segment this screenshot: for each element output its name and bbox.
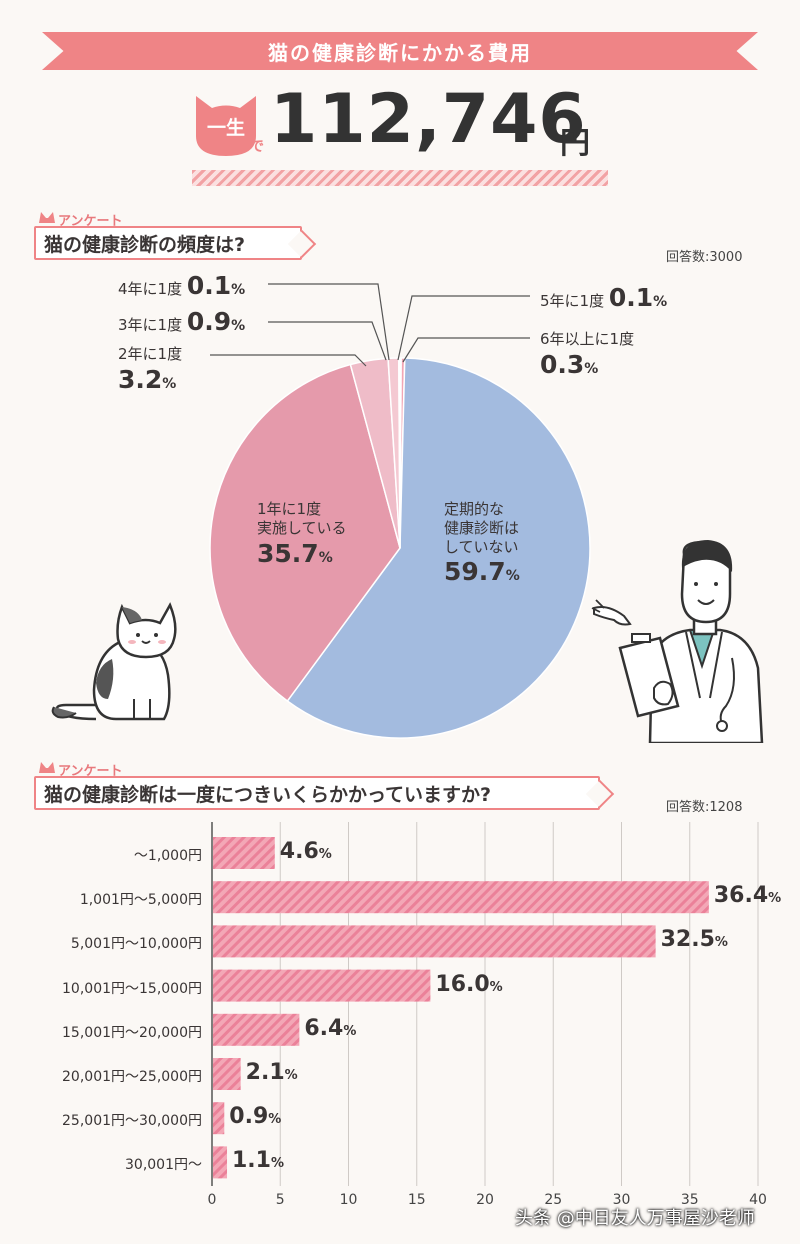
pie-leader-line-1 <box>268 321 387 361</box>
watermark: 头条 @中日友人万事屋沙老师 <box>515 1208 755 1229</box>
pie-slice-4 <box>398 357 401 549</box>
x-tick-label: 20 <box>476 1192 494 1208</box>
survey2-question: 猫の健康診断は一度につきいくらかかっていますか? <box>34 776 600 810</box>
x-tick-label: 35 <box>680 1192 699 1208</box>
x-tick-label: 5 <box>275 1192 285 1208</box>
pie-leader-line-4 <box>402 337 530 363</box>
badge-suffix: で <box>250 139 264 155</box>
pie-slice-5 <box>399 357 402 549</box>
cat-ears-icon <box>39 212 55 223</box>
pie-label-yearly: 1年に1度 実施している 35.7% <box>257 500 347 568</box>
pie-slice-3 <box>387 357 401 549</box>
bar-value-label: 36.4% <box>713 883 782 909</box>
x-tick-label: 30 <box>612 1192 631 1208</box>
pie-label-3yr: 3年に1度 0.9% <box>118 307 246 336</box>
bar <box>213 1102 225 1135</box>
bar <box>213 969 431 1002</box>
pie-label-5yr: 5年に1度 0.1% <box>540 283 668 312</box>
survey1-respondents: 回答数:3000 <box>666 250 743 265</box>
survey1-question: 猫の健康診断の頻度は? <box>34 226 302 260</box>
bar-category-label: 10,001円〜15,000円 <box>62 980 202 997</box>
bar <box>213 1146 228 1179</box>
doctor-illustration <box>591 540 764 743</box>
bar <box>213 837 275 869</box>
bar-value-label: 0.9% <box>229 1104 282 1130</box>
bar-value-label: 4.6% <box>279 839 332 864</box>
pie-label-6yr: 6年以上に1度 0.3% <box>540 330 635 379</box>
bar-value-label: 32.5% <box>660 927 728 953</box>
bar-category-label: 30,001円〜 <box>125 1157 202 1174</box>
bar <box>213 1058 241 1090</box>
pie-slice-6 <box>399 357 406 549</box>
pie-label-4yr: 4年に1度 0.1% <box>118 271 246 300</box>
bar-category-label: 15,001円〜20,000円 <box>62 1024 202 1041</box>
survey2-respondents: 回答数:1208 <box>666 800 743 815</box>
bar <box>213 1013 300 1046</box>
cat-ears-icon <box>39 762 55 773</box>
total-cost-value: 112,746 <box>270 80 587 159</box>
pie-label-no-checkup: 定期的な 健康診断は していない 59.7% <box>444 500 520 587</box>
x-tick-label: 40 <box>749 1192 767 1208</box>
pie-label-2yr: 2年に1度 3.2% <box>118 345 183 394</box>
cat-head-badge-icon <box>196 96 256 156</box>
bar <box>213 881 709 914</box>
pie-slice-2 <box>349 357 401 549</box>
x-tick-label: 0 <box>207 1192 217 1208</box>
x-tick-label: 15 <box>407 1192 426 1208</box>
pie-leader-line-2 <box>210 354 367 367</box>
bar-category-label: 1,001円〜5,000円 <box>79 892 202 909</box>
title-banner: 猫の健康診断にかかる費用 <box>42 32 758 70</box>
cat-illustration <box>51 602 177 721</box>
x-tick-label: 10 <box>339 1192 358 1208</box>
bar-value-label: 16.0% <box>435 971 503 997</box>
pie-leader-line-0 <box>268 283 390 361</box>
x-tick-label: 25 <box>544 1192 563 1208</box>
bar-value-label: 6.4% <box>304 1015 357 1041</box>
lifetime-badge-label: 一生 <box>206 117 245 139</box>
total-cost-unit: 円 <box>560 126 590 161</box>
page-title: 猫の健康診断にかかる費用 <box>268 40 532 65</box>
bar-category-label: 20,001円〜25,000円 <box>62 1069 202 1085</box>
bar-category-label: 5,001円〜10,000円 <box>70 936 202 953</box>
bar-value-label: 2.1% <box>245 1060 298 1085</box>
bar-category-label: 25,001円〜30,000円 <box>62 1113 202 1130</box>
hatched-underline <box>192 170 608 186</box>
bar <box>213 925 656 958</box>
pie-leader-line-3 <box>397 295 530 361</box>
bar-value-label: 1.1% <box>232 1148 285 1174</box>
bar-category-label: 〜1,000円 <box>133 848 202 864</box>
